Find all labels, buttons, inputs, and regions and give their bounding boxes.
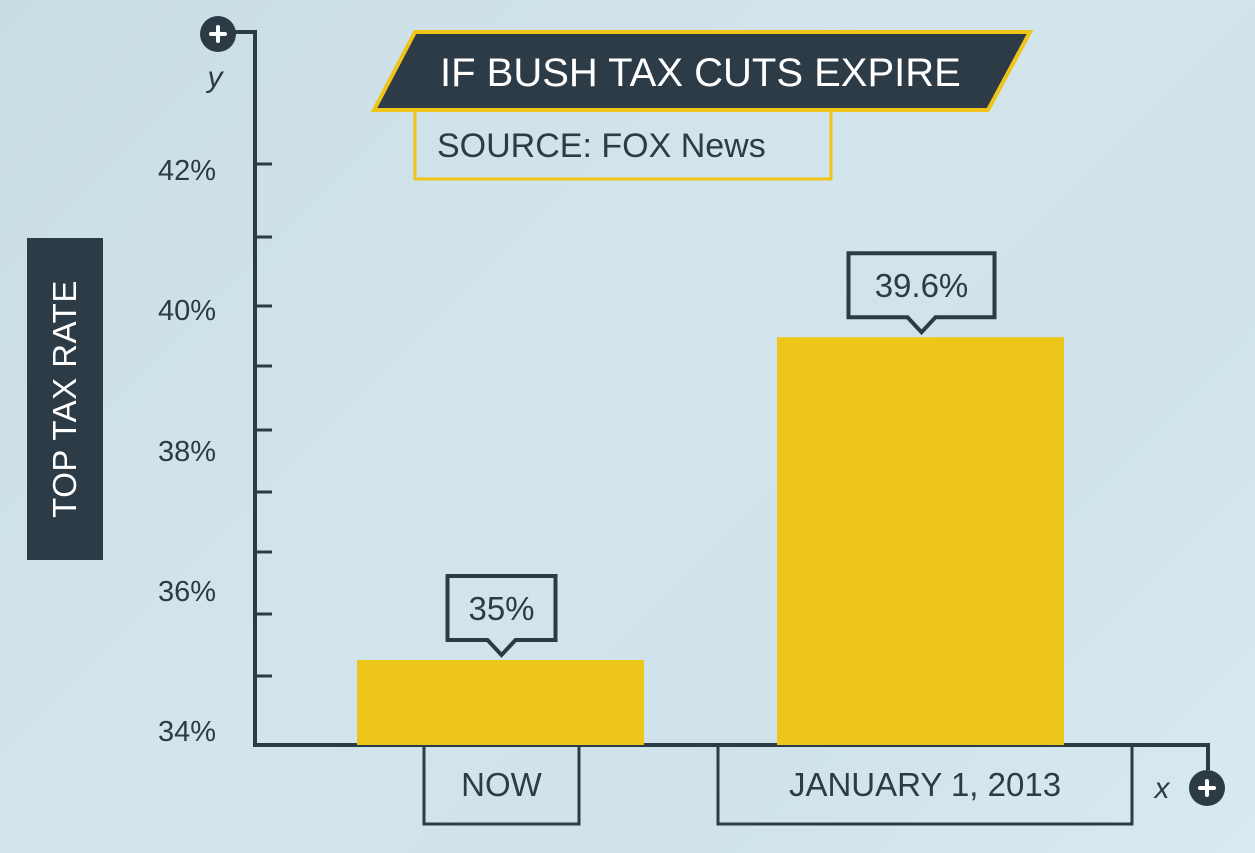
x-axis-plus-icon-glyph	[1198, 779, 1216, 797]
source-box	[413, 108, 833, 181]
value-callout	[846, 251, 997, 336]
x-tick-label: NOW	[461, 766, 543, 803]
x-axis-letter: x	[1153, 772, 1171, 805]
y-axis-label-box: TOP TAX RATE	[27, 238, 103, 560]
category-box	[422, 745, 581, 826]
chart-title: IF BUSH TAX CUTS EXPIRE	[440, 51, 961, 95]
value-callout	[445, 574, 558, 658]
y-ticks: 34% 36% 38% 40% 42%	[158, 155, 272, 748]
data-label: 39.6%	[875, 267, 969, 304]
y-tick-label: 40%	[158, 295, 216, 327]
y-tick-label: 34%	[158, 716, 216, 748]
y-tick-label: 38%	[158, 436, 216, 468]
bars: 35% 39.6%	[357, 251, 1064, 745]
title-banner	[370, 30, 1034, 112]
y-axis-letter: y	[206, 61, 225, 94]
data-label: 35%	[468, 590, 534, 627]
bar	[777, 337, 1064, 745]
chart-subtitle: SOURCE: FOX News	[437, 127, 766, 165]
x-tick-label: JANUARY 1, 2013	[789, 766, 1061, 803]
bar	[357, 660, 644, 745]
y-tick-label: 36%	[158, 576, 216, 608]
category-box	[716, 745, 1134, 826]
category-labels: NOW JANUARY 1, 2013	[422, 745, 1134, 826]
y-axis-plus-icon-glyph	[209, 25, 227, 43]
y-tick-label: 42%	[158, 155, 216, 187]
